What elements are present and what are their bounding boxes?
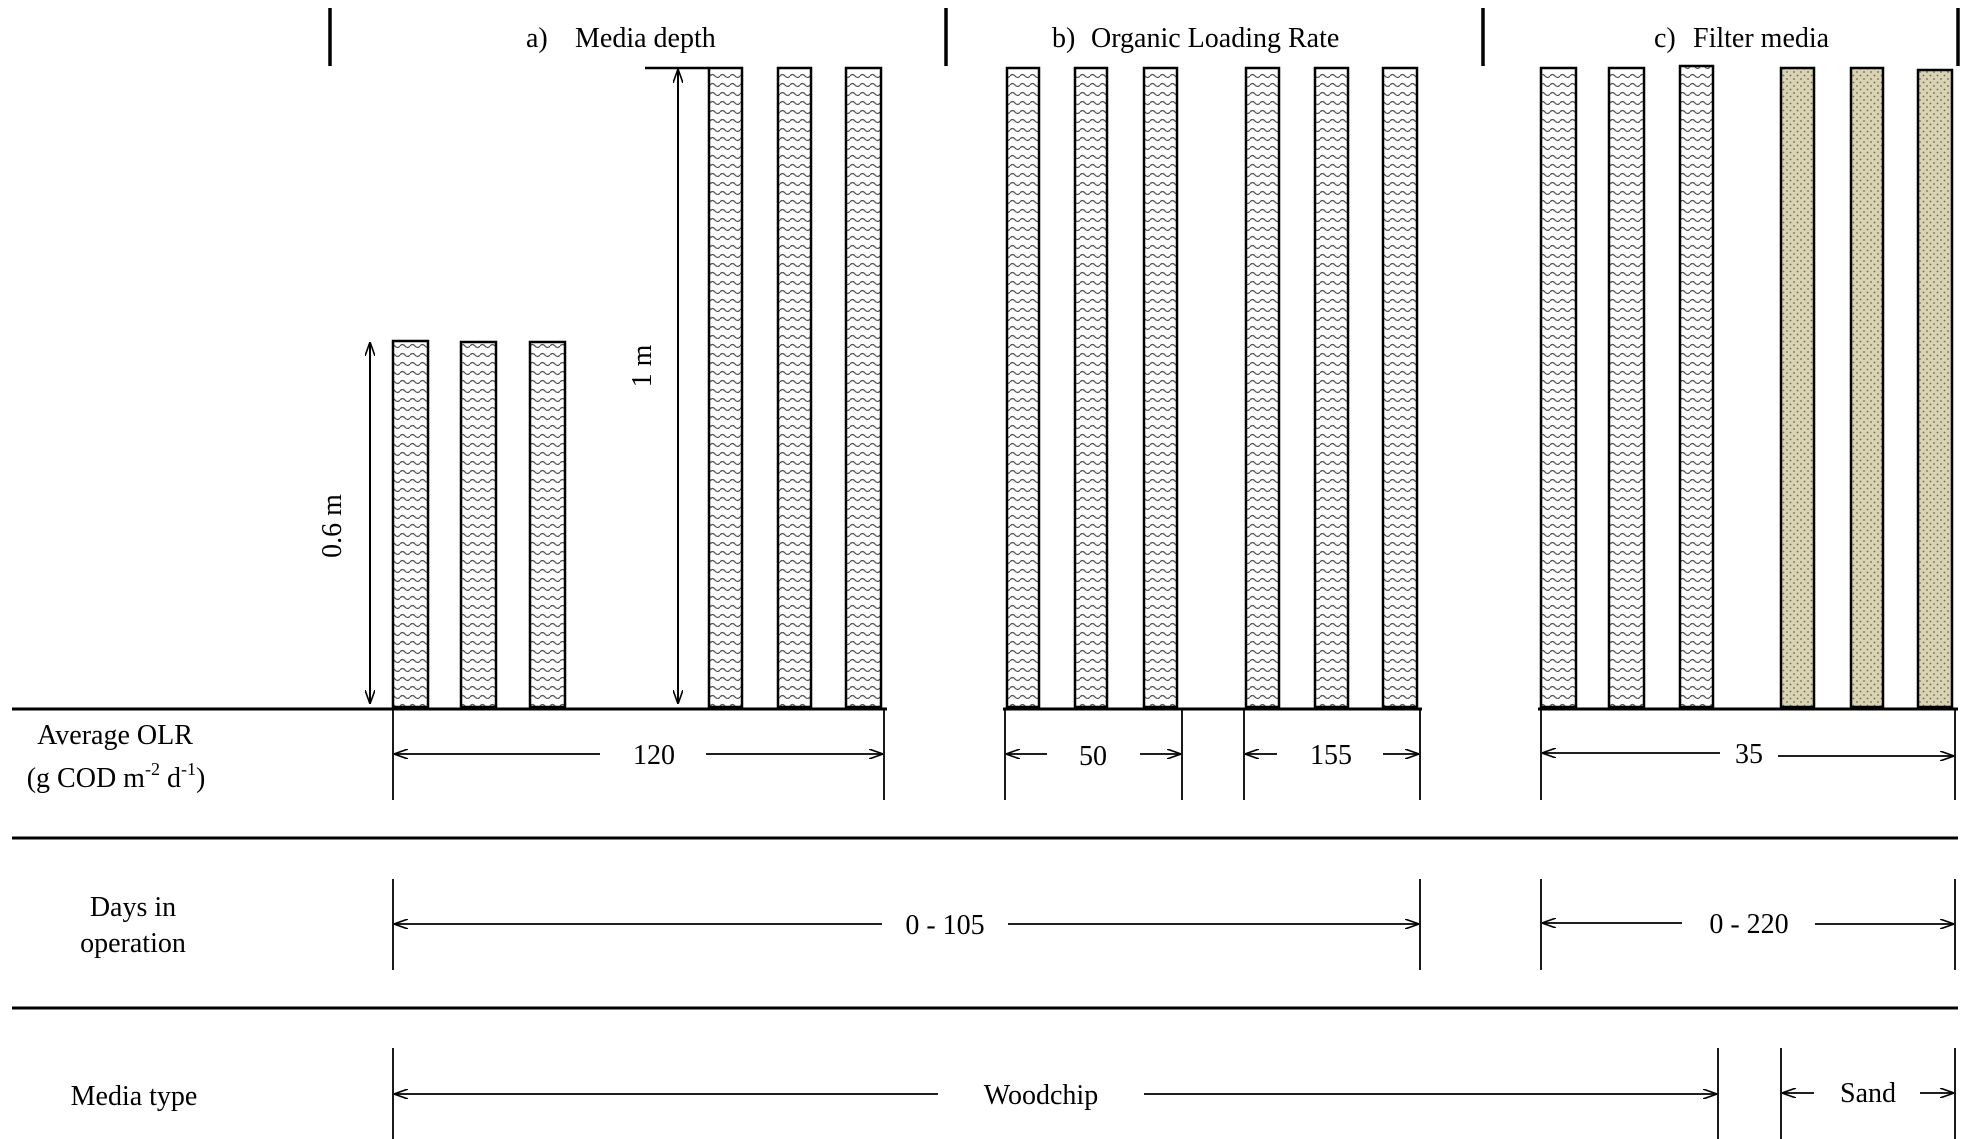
olr-row-label-line1: Average OLR [37,720,193,751]
days-row-label-line2: operation [80,928,186,959]
column-olr50-3 [1142,66,1179,709]
olr-120-value: 120 [633,740,675,771]
filter-columns [391,64,1954,709]
column-woodchip-0.6m-2 [459,340,498,709]
media-extent-lines [392,1048,1956,1139]
column-woodchip-1m-1 [707,66,744,709]
olr-50-value: 50 [1079,741,1107,772]
media-sand-value: Sand [1840,1078,1896,1109]
depth-1m-label: 1 m [627,344,658,387]
column-filter-woodchip-1 [1539,66,1578,709]
days-extent-lines [392,879,1956,970]
section-b-title: Organic Loading Rate [1091,23,1339,54]
olr-35-value: 35 [1735,739,1763,770]
days-row-label-line1: Days in [90,892,176,923]
section-c-title: Filter media [1693,23,1830,54]
column-filter-sand-3 [1916,68,1954,709]
section-a-letter: a) [526,23,548,54]
column-woodchip-0.6m-3 [528,340,567,709]
column-olr50-2 [1073,66,1109,709]
column-filter-sand-1 [1779,66,1816,709]
column-woodchip-0.6m-1 [391,339,430,709]
column-olr155-1 [1244,66,1281,709]
column-olr155-2 [1313,66,1350,709]
days-0-220-value: 0 - 220 [1709,909,1788,940]
column-woodchip-1m-2 [776,66,813,709]
column-olr50-1 [1005,66,1041,709]
section-c-letter: c) [1654,23,1676,54]
column-filter-woodchip-3 [1678,64,1715,709]
depth-0.6m-label: 0.6 m [317,494,348,558]
olr-155-value: 155 [1310,740,1352,771]
section-a-title: Media depth [575,23,716,54]
olr-extent-lines [392,709,1956,800]
media-row-label: Media type [71,1081,198,1112]
days-0-105-value: 0 - 105 [905,910,984,941]
column-woodchip-1m-3 [844,66,883,709]
section-b-letter: b) [1052,23,1075,54]
column-olr155-3 [1381,66,1419,709]
media-woodchip-value: Woodchip [984,1080,1098,1111]
column-filter-woodchip-2 [1607,66,1646,709]
column-filter-sand-2 [1849,66,1885,709]
olr-row-label-line2: (g COD m-2 d-1) [27,759,206,794]
